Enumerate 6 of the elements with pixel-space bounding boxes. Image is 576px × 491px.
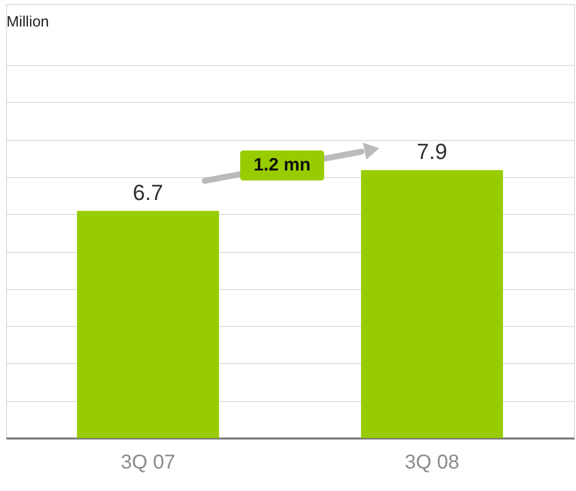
data-label: 6.7: [132, 180, 164, 205]
x-tick-label: 3Q 08: [404, 452, 460, 474]
annotation: 1.2 mn: [254, 154, 311, 174]
data-label: 7.9: [416, 139, 448, 164]
x-tick-label: 3Q 07: [120, 452, 176, 474]
y-axis-title: Million: [6, 14, 50, 30]
